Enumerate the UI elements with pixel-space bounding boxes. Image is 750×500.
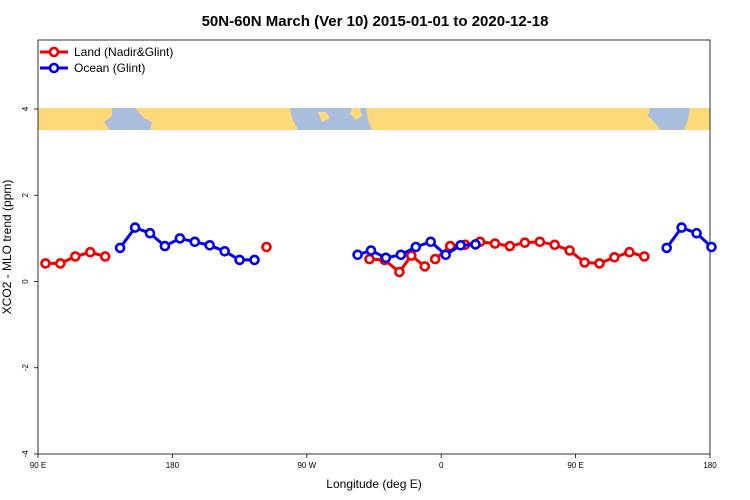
series-land: [40, 236, 650, 278]
data-point-ocean: [455, 240, 466, 251]
map-land-5: [684, 108, 710, 130]
legend-marker-ocean: [48, 62, 60, 74]
data-point-land: [394, 266, 405, 278]
data-point-land: [504, 240, 516, 252]
y-tick-label: 0: [21, 279, 30, 284]
series-line-ocean: [118, 226, 255, 262]
data-point-ocean: [661, 242, 673, 254]
data-point-land: [70, 251, 81, 262]
data-point-land: [364, 253, 375, 265]
data-point-land: [85, 246, 96, 258]
data-point-ocean: [129, 222, 141, 233]
data-point-ocean: [352, 249, 363, 261]
legend: Land (Nadir&Glint) Ocean (Glint): [40, 45, 173, 75]
data-point-ocean: [204, 240, 215, 251]
data-point-land: [624, 246, 635, 258]
data-point-ocean: [470, 239, 481, 250]
data-point-land: [489, 238, 501, 249]
data-point-land: [99, 251, 111, 262]
chart-title: 50N-60N March (Ver 10) 2015-01-01 to 202…: [202, 13, 549, 30]
data-point-ocean: [440, 249, 452, 261]
series-ocean: [114, 222, 717, 266]
x-axis-label: Longitude (deg E): [326, 477, 421, 491]
legend-marker-land: [48, 46, 60, 58]
data-point-land: [579, 257, 590, 268]
map-land-3: [350, 108, 362, 120]
y-axis: -4 -2 0 2 4: [21, 106, 38, 458]
x-tick-label: 90 W: [297, 461, 316, 470]
data-point-ocean: [114, 242, 126, 254]
data-point-land: [444, 240, 456, 252]
data-point-ocean: [174, 233, 186, 244]
data-point-land: [564, 245, 575, 256]
data-point-ocean: [691, 227, 702, 239]
data-point-ocean: [410, 241, 422, 253]
data-point-land: [638, 251, 650, 262]
data-point-land: [55, 258, 66, 269]
data-point-ocean: [380, 252, 392, 264]
legend-label-land: Land (Nadir&Glint): [74, 45, 173, 59]
data-point-land: [609, 251, 620, 263]
data-point-ocean: [144, 227, 156, 239]
x-tick-label: 180: [703, 461, 717, 470]
data-point-land: [405, 250, 417, 261]
x-tick-label: 90 E: [567, 461, 583, 470]
data-point-ocean: [395, 249, 407, 261]
y-axis-label: XCO2 - MLO trend (ppm): [0, 180, 14, 315]
data-point-ocean: [365, 245, 377, 256]
data-point-land: [594, 258, 605, 269]
data-point-land: [519, 237, 531, 248]
y-tick-label: -2: [21, 364, 30, 372]
map-land-2: [135, 108, 298, 130]
data-point-land: [429, 253, 441, 265]
x-axis: 90 E 180 90 W 0 90 E 180: [30, 454, 717, 470]
map-land-4: [366, 108, 660, 130]
data-point-land: [534, 236, 546, 248]
data-point-ocean: [159, 240, 171, 252]
series-layer: [40, 222, 717, 278]
world-map-strip: [38, 108, 710, 130]
data-point-land: [261, 241, 272, 253]
y-tick-label: 2: [21, 192, 30, 197]
series-line-ocean: [665, 226, 713, 249]
y-tick-label: 4: [21, 106, 30, 111]
data-point-ocean: [219, 246, 230, 257]
data-point-ocean: [189, 236, 201, 248]
map-island: [318, 112, 330, 122]
data-point-ocean: [425, 236, 437, 248]
data-point-ocean: [234, 254, 245, 266]
y-tick-label: -4: [21, 450, 30, 458]
legend-label-ocean: Ocean (Glint): [74, 61, 145, 75]
data-point-ocean: [249, 254, 260, 266]
data-point-land: [419, 261, 431, 272]
data-point-land: [40, 258, 51, 269]
map-land-1: [38, 108, 112, 130]
data-point-ocean: [706, 241, 717, 253]
data-point-ocean: [676, 222, 687, 233]
x-tick-label: 90 E: [30, 461, 46, 470]
x-tick-label: 180: [166, 461, 180, 470]
x-tick-label: 0: [439, 461, 444, 470]
data-point-land: [549, 239, 561, 251]
